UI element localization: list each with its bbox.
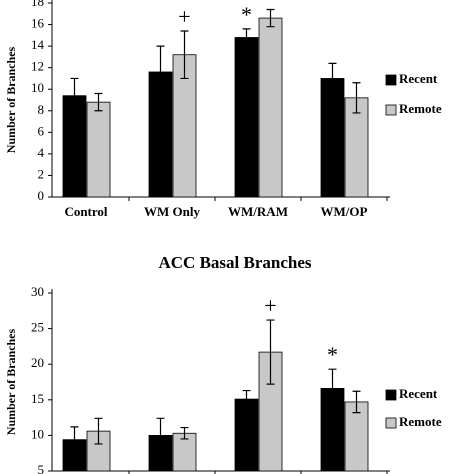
error-bar bbox=[266, 319, 275, 385]
legend-swatch bbox=[385, 74, 397, 86]
y-tick-label: 0 bbox=[38, 188, 45, 203]
y-tick-label: 4 bbox=[38, 145, 45, 160]
legend-swatch bbox=[385, 417, 397, 429]
legend-label: Remote bbox=[399, 101, 442, 116]
bar bbox=[234, 398, 259, 472]
bar bbox=[258, 17, 283, 198]
y-tick-label: 10 bbox=[31, 426, 44, 441]
bar bbox=[320, 78, 345, 198]
y-tick-label: 20 bbox=[31, 355, 44, 370]
annotation: + bbox=[178, 4, 190, 29]
x-tick-label: Control bbox=[64, 204, 107, 219]
y-tick-label: 8 bbox=[38, 102, 45, 117]
error-bar bbox=[156, 45, 165, 99]
error-bar bbox=[328, 62, 337, 95]
x-tick-label: WM/RAM bbox=[228, 204, 288, 219]
error-bar bbox=[70, 426, 79, 454]
y-tick-label: 6 bbox=[38, 123, 45, 138]
y-axis-label: Number of Branches bbox=[4, 328, 18, 435]
error-bar bbox=[266, 8, 275, 28]
y-tick-label: 16 bbox=[31, 16, 45, 31]
error-bar bbox=[352, 82, 361, 114]
y-tick-label: 15 bbox=[31, 391, 44, 406]
y-axis-label: Number of Branches bbox=[4, 46, 18, 153]
error-bar bbox=[242, 28, 251, 47]
y-tick-label: 2 bbox=[38, 166, 45, 181]
error-bar bbox=[156, 417, 165, 454]
legend-label: Remote bbox=[399, 414, 442, 429]
bar bbox=[86, 101, 111, 198]
y-tick-label: 18 bbox=[31, 0, 44, 9]
bar bbox=[234, 37, 259, 198]
legend-swatch bbox=[385, 104, 397, 116]
error-bar bbox=[94, 417, 103, 445]
y-tick-label: 12 bbox=[31, 59, 44, 74]
annotation: * bbox=[241, 2, 252, 27]
error-bar bbox=[180, 426, 189, 440]
x-tick-label: WM Only bbox=[144, 204, 200, 219]
y-tick-label: 10 bbox=[31, 80, 44, 95]
error-bar bbox=[70, 77, 79, 114]
legend-label: Recent bbox=[399, 386, 438, 401]
legend-swatch bbox=[385, 389, 397, 401]
error-bar bbox=[328, 368, 337, 409]
y-tick-label: 5 bbox=[38, 462, 45, 474]
error-bar bbox=[94, 92, 103, 112]
legend-label: Recent bbox=[399, 71, 438, 86]
x-tick-label: WM/OP bbox=[321, 204, 368, 219]
error-bar bbox=[352, 390, 361, 414]
annotation: + bbox=[264, 293, 276, 318]
y-tick-label: 25 bbox=[31, 320, 44, 335]
y-tick-label: 30 bbox=[31, 284, 44, 299]
y-tick-label: 14 bbox=[31, 37, 45, 52]
annotation: * bbox=[327, 342, 338, 367]
error-bar bbox=[242, 389, 251, 409]
error-bar bbox=[180, 30, 189, 80]
chart-title: ACC Basal Branches bbox=[158, 253, 311, 272]
